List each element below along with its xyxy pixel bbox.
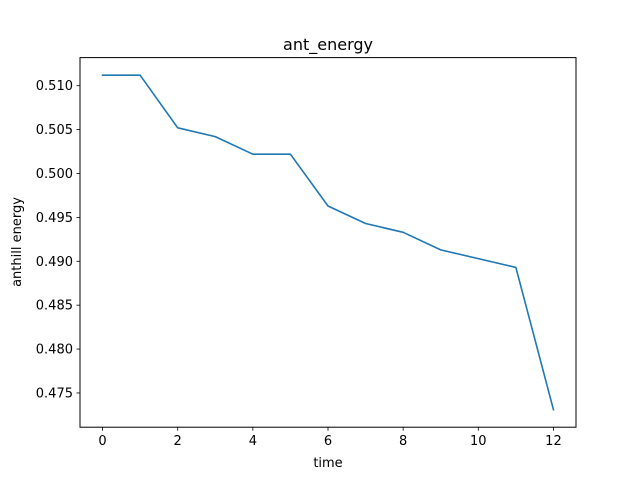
x-tick-label: 4 [249,434,257,449]
series-line-0 [101,74,555,411]
y-tick-label: 0.485 [36,299,73,314]
x-axis-label: time [313,456,342,471]
x-axis-ticks: 0 2 4 6 8 10 12 [98,427,562,449]
series-layer [101,74,555,411]
x-tick-label: 12 [545,434,562,449]
y-axis-ticks: 0.475 0.480 0.485 0.490 0.495 0.500 0.505 0.510 [36,79,80,401]
plot-frame [79,57,577,428]
x-tick-label: 10 [470,434,487,449]
y-tick-label: 0.475 [36,386,73,401]
x-tick-label: 2 [174,434,182,449]
y-axis-label: anthill energy [10,197,25,287]
y-tick-label: 0.480 [36,343,73,358]
x-tick-label: 8 [399,434,407,449]
y-tick-label: 0.490 [36,255,73,270]
x-tick-label: 0 [98,434,106,449]
chart-title: ant_energy [283,35,373,55]
x-tick-label: 6 [324,434,332,449]
plot-area [80,57,576,428]
y-tick-label: 0.500 [36,167,73,182]
y-tick-label: 0.495 [36,211,73,226]
y-tick-label: 0.510 [36,79,73,94]
y-tick-label: 0.505 [36,123,73,138]
